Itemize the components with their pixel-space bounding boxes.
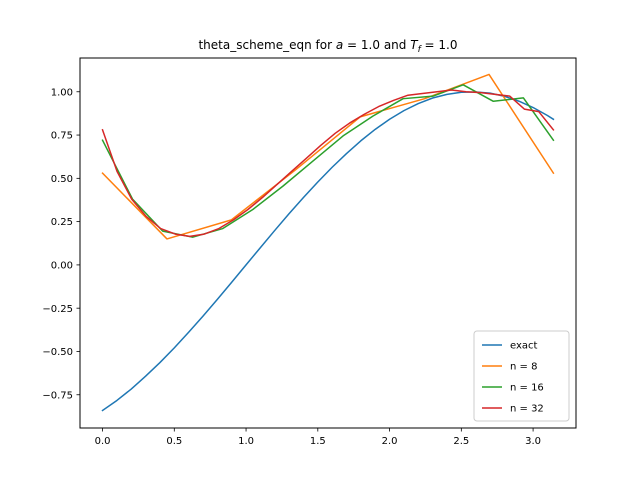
legend-box <box>473 330 570 422</box>
x-tick-label: 2.0 <box>382 436 398 447</box>
y-tick-label: 0.00 <box>51 261 73 272</box>
y-tick-label: 0.75 <box>51 131 73 142</box>
x-tick-label: 0.0 <box>95 436 111 447</box>
x-tick-label: 2.5 <box>453 436 469 447</box>
y-tick-label: −0.25 <box>42 304 73 315</box>
series-layer <box>101 73 555 412</box>
y-tick-label: 0.25 <box>51 217 73 228</box>
x-tick-label: 1.5 <box>310 436 326 447</box>
y-tick-label: −0.50 <box>42 347 73 358</box>
x-tick-label: 3.0 <box>525 436 541 447</box>
legend-label-0: exact <box>510 341 538 352</box>
series-line-1 <box>101 73 555 240</box>
plot-frame <box>79 57 577 429</box>
x-tick-label: 0.5 <box>166 436 182 447</box>
series-line-3 <box>101 89 555 238</box>
y-tick-label: −0.75 <box>42 390 73 401</box>
y-tick-label: 0.50 <box>51 174 73 185</box>
legend-label-2: n = 16 <box>510 383 544 394</box>
legend-label-3: n = 32 <box>510 404 544 415</box>
x-tick-label: 1.0 <box>238 436 254 447</box>
y-tick-label: 1.00 <box>51 87 73 98</box>
chart-title: theta_scheme_eqn for a = 1.0 and Tf = 1.… <box>198 38 457 55</box>
legend-label-1: n = 8 <box>510 362 537 373</box>
legend: exact n = 8 n = 16 n = 32 <box>473 330 570 422</box>
axis-layer: 0.0 0.5 1.0 1.5 2.0 2.5 3.0 −0.75 −0.50 −0.25 0.00… <box>42 87 541 447</box>
